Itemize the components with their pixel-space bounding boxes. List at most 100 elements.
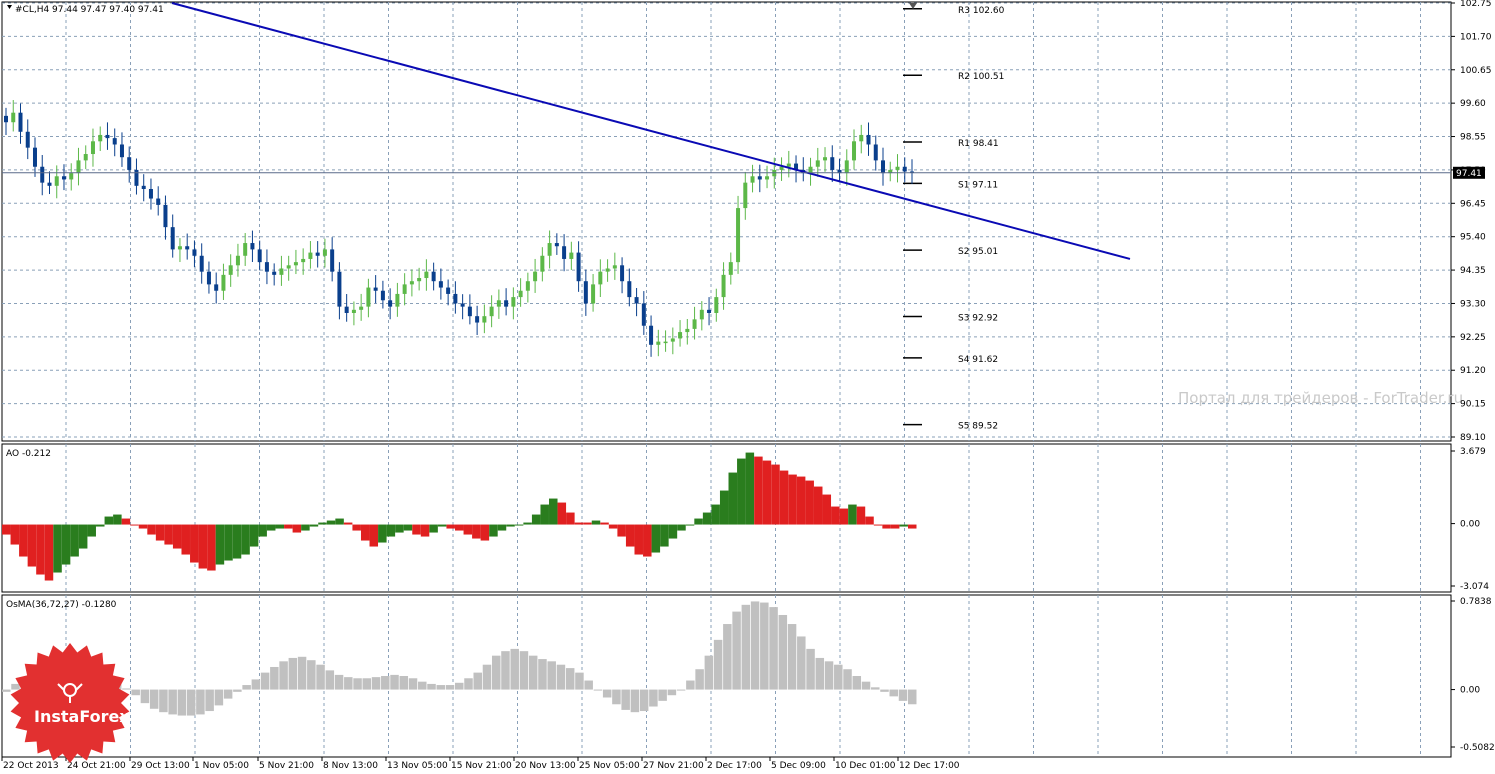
ao-bar <box>908 524 917 529</box>
osma-bar <box>260 672 270 690</box>
ao-bar <box>360 524 370 541</box>
candle-body <box>206 271 211 285</box>
candle-body <box>895 166 900 170</box>
ao-bar <box>788 474 797 525</box>
candle-body <box>475 316 480 323</box>
ao-tick-label: -3.074 <box>1460 582 1489 592</box>
osma-bar <box>871 687 880 690</box>
ao-bar <box>2 524 11 535</box>
time-tick-label: 25 Nov 05:00 <box>579 761 640 771</box>
candle-body <box>620 265 625 282</box>
ao-bar <box>668 524 678 539</box>
ao-bar <box>172 524 182 549</box>
candle-body <box>467 306 472 317</box>
logo-text: InstaForex <box>34 707 130 726</box>
time-tick-label: 12 Dec 17:00 <box>899 761 960 771</box>
candle-body <box>902 166 907 172</box>
osma-bar <box>852 676 862 690</box>
ao-bar <box>386 524 396 537</box>
candle-body <box>18 112 23 132</box>
osma-bar <box>473 672 482 690</box>
ao-bar <box>796 476 806 525</box>
ao-bar <box>574 522 584 525</box>
ao-bar <box>335 518 344 525</box>
osma-bar <box>667 689 677 696</box>
candle-body <box>692 319 697 329</box>
osma-bar <box>797 636 806 690</box>
candle-body <box>105 134 110 139</box>
candle-body <box>779 166 784 170</box>
osma-bar <box>649 689 658 707</box>
ao-bar <box>130 524 139 526</box>
ao-bar <box>617 524 626 537</box>
ao-bar <box>583 522 592 525</box>
candle-body <box>707 309 712 313</box>
candle-body <box>438 281 443 288</box>
ao-bar <box>531 514 541 525</box>
ao-bar <box>215 524 225 565</box>
candle-body <box>359 306 364 310</box>
candle-body <box>264 262 269 272</box>
candle-body <box>649 325 654 345</box>
osma-bar <box>251 679 261 690</box>
ao-bar <box>232 524 242 559</box>
candle-body <box>743 182 748 209</box>
ao-tick-label: 3.679 <box>1460 447 1486 457</box>
price-tick-label: 101.70 <box>1460 32 1492 42</box>
osma-bar <box>371 677 381 690</box>
time-tick-label: 20 Nov 13:00 <box>515 761 576 771</box>
candle-body <box>583 281 588 304</box>
price-tick-label: 89.10 <box>1460 433 1486 443</box>
candle-body <box>815 160 820 167</box>
candle-body <box>76 160 81 174</box>
ao-bar <box>309 524 319 527</box>
pivot-label: S2 95.01 <box>958 247 998 257</box>
candle-body <box>54 176 59 186</box>
osma-bar <box>750 601 760 690</box>
osma-bar <box>843 669 852 690</box>
candle-body <box>148 189 153 199</box>
watermark: Портал для трейдеров - ForTrader.ru <box>1178 389 1463 407</box>
osma-bar <box>593 689 603 691</box>
ao-bar <box>378 524 387 543</box>
candle-body <box>315 252 320 256</box>
osma-bar <box>584 680 593 690</box>
osma-bar <box>445 685 455 690</box>
candle-body <box>591 284 596 304</box>
candle-body <box>627 281 632 298</box>
ao-bar <box>865 516 874 525</box>
osma-bar <box>196 689 205 715</box>
ao-bar <box>241 524 250 555</box>
candle-body <box>141 185 146 189</box>
osma-bar <box>491 655 501 690</box>
candle-body <box>4 115 8 123</box>
trend-line[interactable] <box>171 2 1131 260</box>
candle-body <box>221 274 226 291</box>
osma-bar <box>575 672 584 690</box>
candle-body <box>728 262 733 275</box>
candle-body <box>750 176 755 183</box>
ao-bar <box>737 458 746 525</box>
candle-body <box>308 252 313 259</box>
osma-bar <box>455 682 464 690</box>
candle-body <box>257 249 262 263</box>
candle-body <box>641 303 646 326</box>
main-chart-panel[interactable] <box>1 1 1452 442</box>
ao-bar <box>694 518 703 525</box>
candle-body <box>910 171 914 174</box>
osma-bar <box>436 685 446 690</box>
candle-body <box>873 144 878 161</box>
ao-bar <box>27 524 37 567</box>
osma-bar <box>639 689 649 712</box>
candle-body <box>366 287 371 307</box>
price-scale[interactable]: 102.75101.70100.6599.6098.5597.5096.4595… <box>1451 0 1492 443</box>
time-axis[interactable]: 22 Oct 2013 24 Oct 21:00 29 Oct 13:00 1 Nov… <box>1 757 960 771</box>
candle-body <box>765 176 770 180</box>
osma-bar <box>214 689 224 706</box>
osma-bar <box>621 689 630 710</box>
symbol-header: #CL,H4 97.44 97.47 97.40 97.41 <box>15 5 164 15</box>
chart-menu-icon[interactable] <box>7 5 12 9</box>
candle-body <box>47 182 52 186</box>
time-tick-label: 24 Oct 21:00 <box>67 761 126 771</box>
